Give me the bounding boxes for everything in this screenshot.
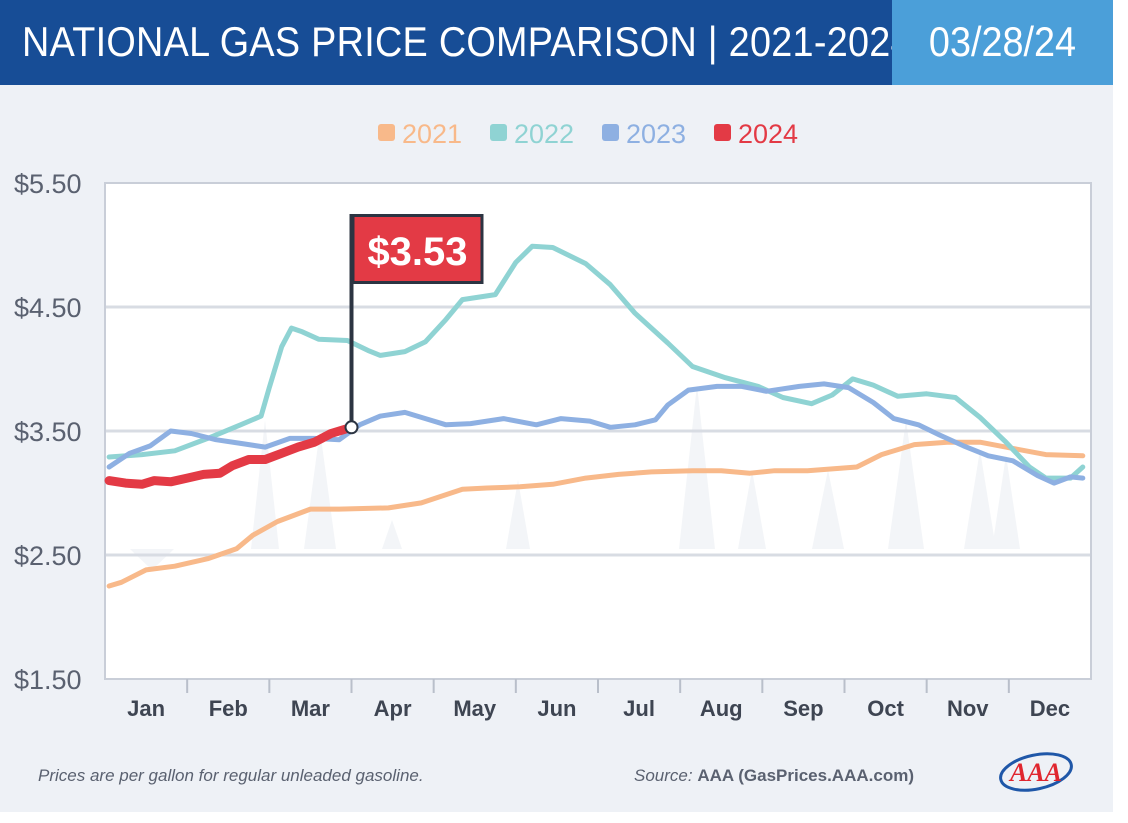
y-tick-label: $5.50	[14, 169, 82, 199]
x-tick-label: Apr	[374, 696, 412, 721]
source-credit: Source: AAA (GasPrices.AAA.com)	[634, 766, 914, 786]
decor-peak	[251, 420, 279, 549]
x-tick-label: Jul	[623, 696, 655, 721]
x-tick-label: May	[453, 696, 497, 721]
legend-swatch-2023	[602, 124, 619, 141]
decor-peak	[738, 470, 766, 549]
legend-swatch-2024	[714, 124, 731, 141]
page-title: NATIONAL GAS PRICE COMPARISON | 2021-202…	[22, 18, 912, 65]
legend-swatch-2022	[490, 124, 507, 141]
decor-peak	[506, 480, 530, 549]
y-tick-label: $4.50	[14, 293, 82, 323]
infographic: NATIONAL GAS PRICE COMPARISON | 2021-202…	[0, 0, 1113, 812]
x-tick-label: Feb	[209, 696, 248, 721]
y-tick-label: $3.50	[14, 417, 82, 447]
legend: 2021 2022 2023 2024	[378, 119, 798, 149]
line-chart: 2021 2022 2023 2024 $1.50 $2.50 $3.50 $4.50 $5.…	[14, 119, 1092, 721]
legend-label-2022: 2022	[514, 119, 574, 149]
x-tick-label: Jan	[127, 696, 165, 721]
x-tick-label: Nov	[947, 696, 989, 721]
decor-peak	[382, 520, 402, 549]
x-axis: Jan Feb Mar Apr May Jun Jul Aug Sep Oct Nov Dec	[127, 679, 1070, 721]
decor-peak	[679, 385, 715, 549]
decor-peak	[812, 470, 844, 549]
callout-value: $3.53	[367, 230, 467, 274]
decor-peak	[888, 420, 924, 549]
legend-label-2021: 2021	[402, 119, 462, 149]
x-tick-label: Sep	[783, 696, 823, 721]
series-line-2023	[106, 381, 1086, 486]
aaa-logo: AAA	[999, 752, 1073, 792]
decor-peak	[964, 450, 996, 549]
series-layer	[104, 243, 1086, 589]
x-tick-label: Aug	[700, 696, 743, 721]
x-tick-label: Mar	[291, 696, 331, 721]
title-banner: NATIONAL GAS PRICE COMPARISON | 2021-202…	[0, 0, 912, 85]
y-tick-label: $2.50	[14, 541, 82, 571]
report-date: 03/28/24	[928, 18, 1077, 65]
price-callout: $3.53	[344, 214, 484, 435]
header: NATIONAL GAS PRICE COMPARISON | 2021-202…	[0, 0, 1113, 85]
footnote: Prices are per gallon for regular unlead…	[38, 766, 424, 785]
aaa-logo-text: AAA	[1008, 758, 1062, 787]
y-axis: $1.50 $2.50 $3.50 $4.50 $5.50	[14, 169, 82, 695]
legend-label-2024: 2024	[738, 119, 798, 149]
x-tick-label: Dec	[1030, 696, 1070, 721]
date-banner: 03/28/24	[892, 0, 1113, 85]
source-value: AAA (GasPrices.AAA.com)	[697, 766, 914, 785]
x-tick-label: Oct	[867, 696, 904, 721]
x-tick-label: Jun	[537, 696, 576, 721]
legend-label-2023: 2023	[626, 119, 686, 149]
decor-peak	[304, 430, 336, 549]
y-tick-label: $1.50	[14, 665, 82, 695]
series-line-2022	[106, 243, 1086, 481]
callout-flag	[354, 217, 481, 281]
callout-marker	[344, 420, 359, 435]
series-line-2024	[104, 422, 356, 489]
background-decor	[130, 385, 1020, 570]
source-label: Source:	[634, 766, 693, 785]
legend-swatch-2021	[378, 124, 395, 141]
decor-peak	[992, 455, 1020, 549]
series-line-2021	[106, 439, 1086, 589]
